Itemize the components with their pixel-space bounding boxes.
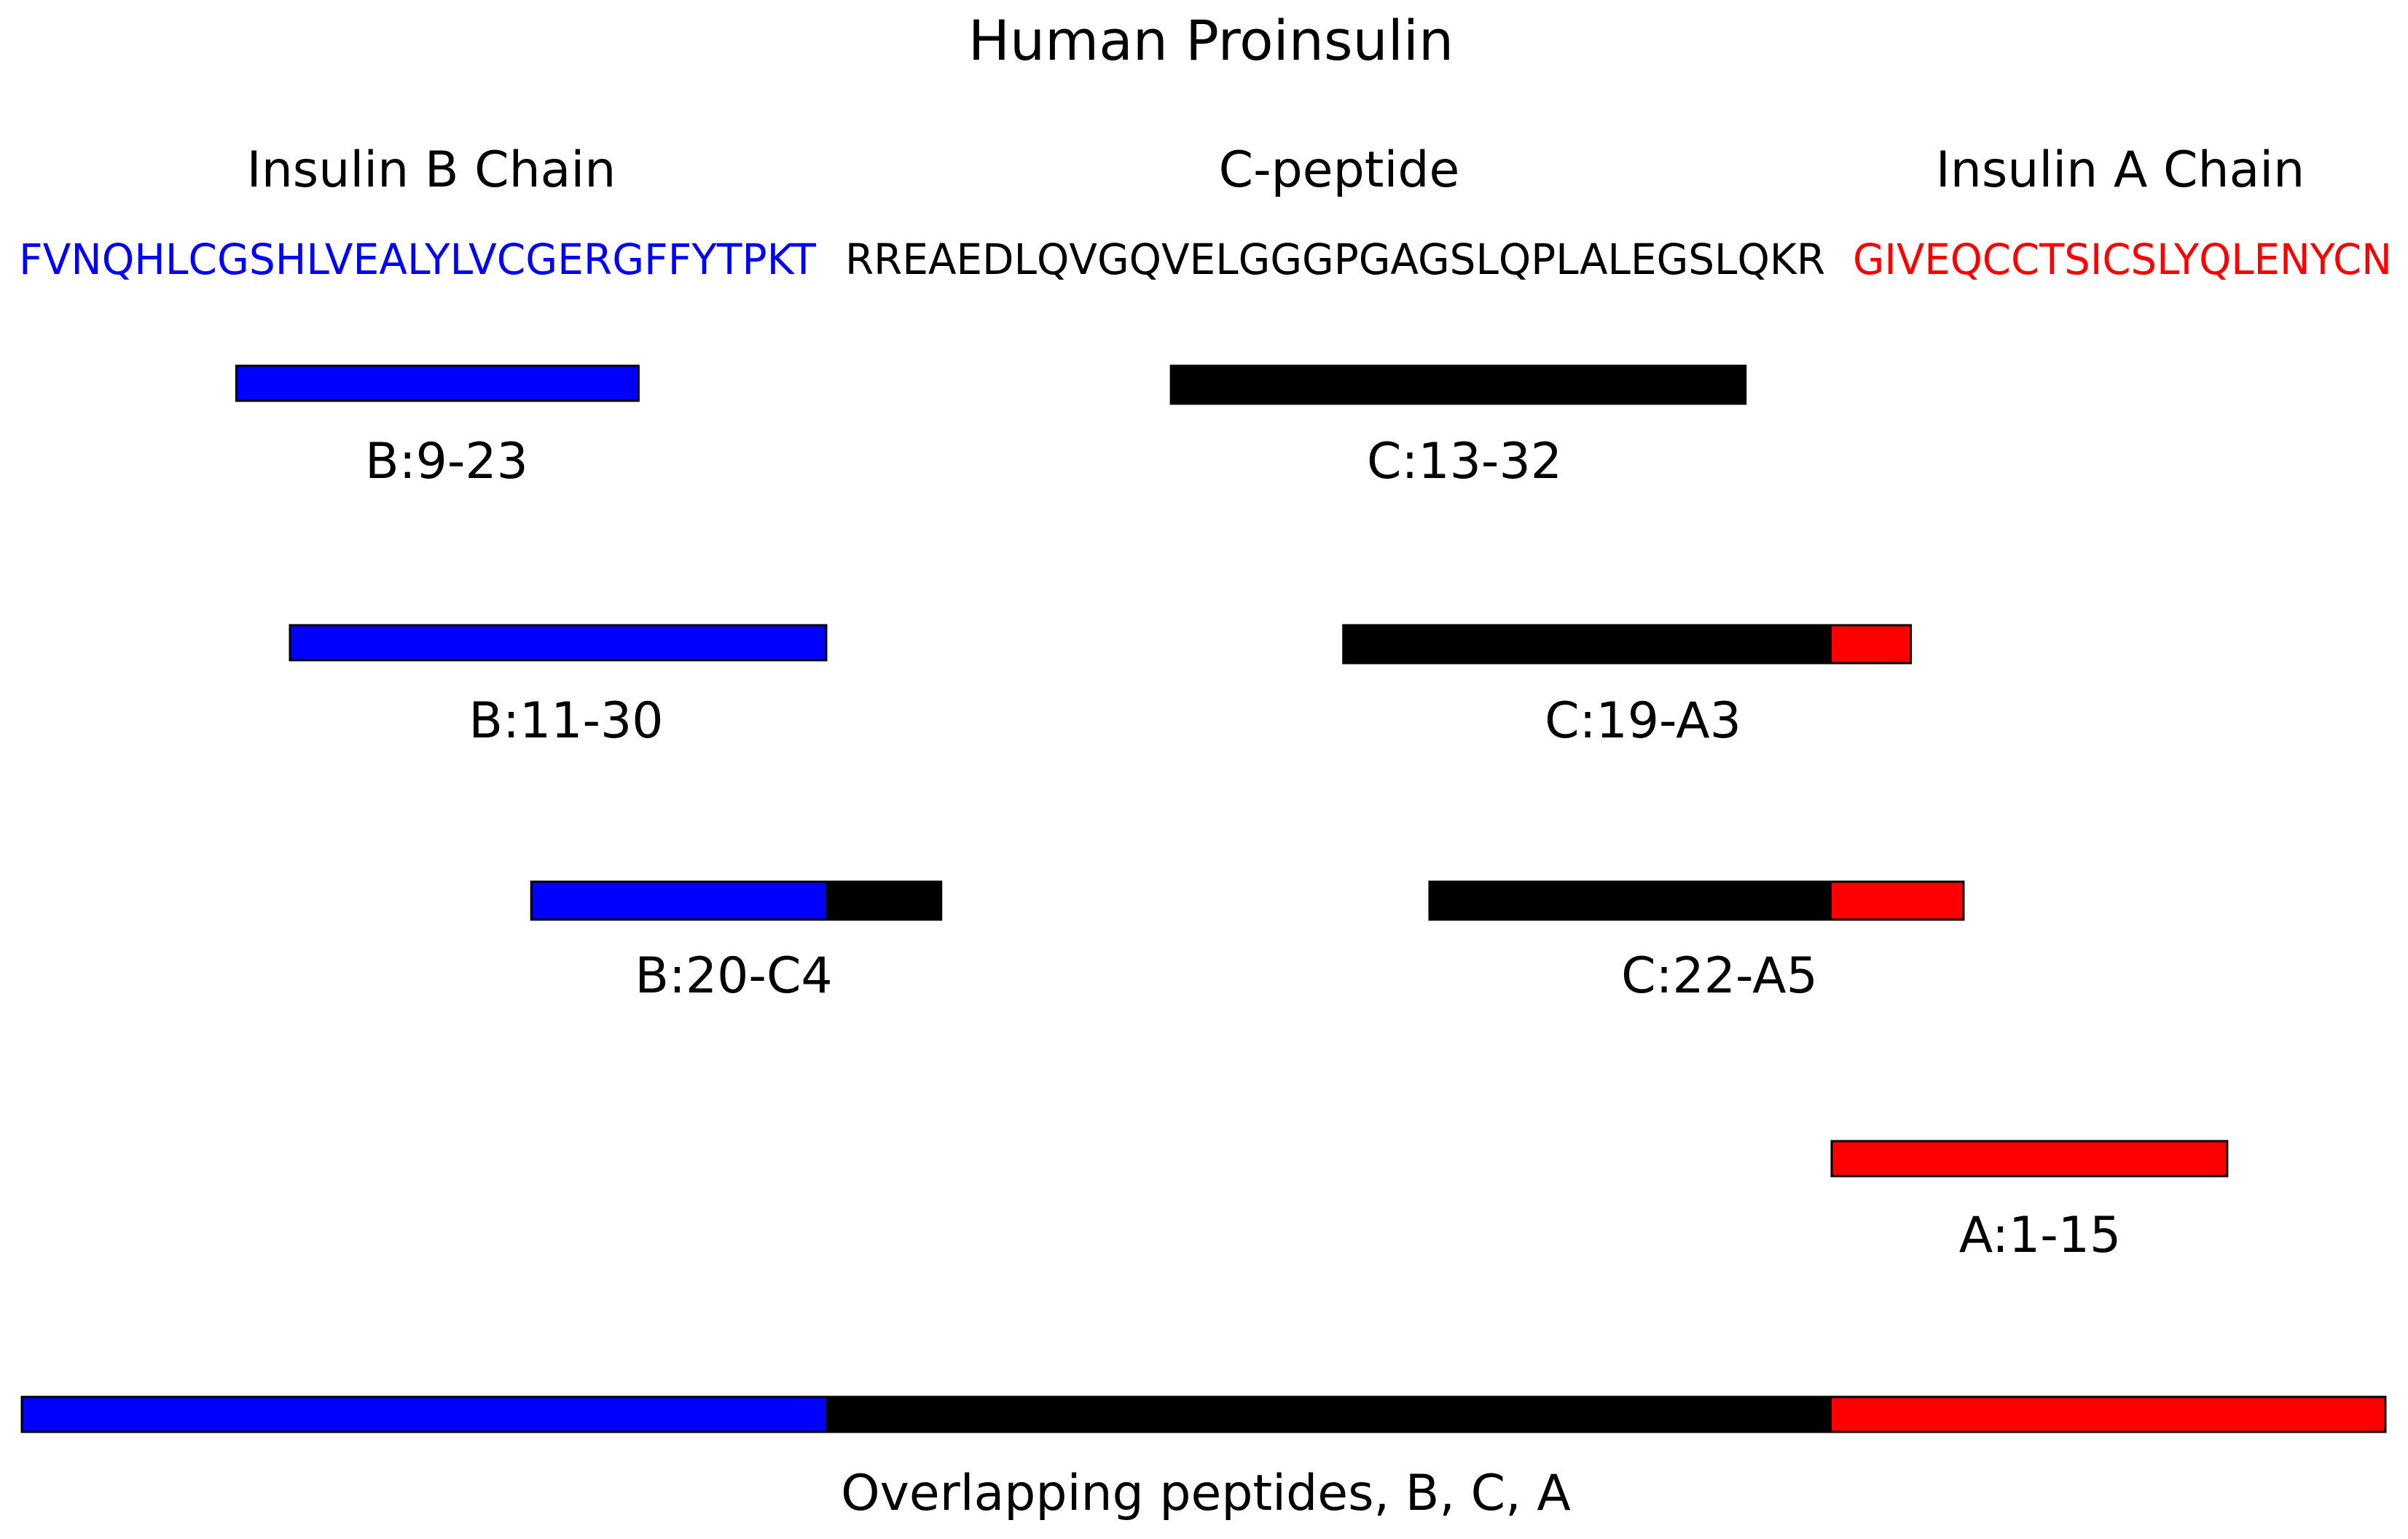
peptide-bar: [289, 624, 828, 662]
segment-a: [1832, 625, 1911, 663]
segment-c: [826, 1397, 1832, 1432]
overview-label: Overlapping peptides, B, C, A: [841, 1465, 1571, 1522]
segment-b: [290, 625, 826, 660]
peptide-bar: [1342, 624, 1913, 665]
peptide-label: B:11-30: [468, 692, 663, 750]
peptide-bar: [530, 880, 943, 921]
bar-outline: [20, 1395, 2387, 1433]
bar-outline: [235, 364, 640, 402]
overview-bar: [20, 1395, 2387, 1433]
bar-outline: [1169, 364, 1747, 405]
segment-c: [1171, 366, 1746, 404]
segment-b: [531, 882, 826, 920]
peptide-bar: [1830, 1140, 2229, 1178]
chain-label-a: Insulin A Chain: [1936, 141, 2305, 199]
peptide-label: B:20-C4: [635, 947, 832, 1005]
sequence-c: RREAEDLQVGQVELGGGPGAGSLQPLALEGSLQKR: [845, 235, 1825, 284]
bar-outline: [289, 624, 828, 662]
sequence-a: GIVEQCCTSICSLYQLENYCN: [1853, 235, 2392, 284]
bar-outline: [1428, 880, 1965, 921]
segment-b: [22, 1397, 826, 1432]
peptide-label: C:22-A5: [1621, 947, 1818, 1005]
segment-c: [1429, 882, 1832, 920]
bar-outline: [1342, 624, 1913, 665]
peptide-label: C:13-32: [1367, 433, 1562, 490]
segment-b: [236, 366, 639, 401]
bar-outline: [530, 880, 943, 921]
peptide-label: B:9-23: [365, 433, 528, 490]
chain-label-b: Insulin B Chain: [247, 141, 616, 199]
peptide-layer: B:9-23 C:13-32 B:11-30 C:19-A3 B:20-C4 C:22-A…: [20, 364, 2387, 1522]
bar-outline: [1830, 1140, 2229, 1178]
peptide-label: C:19-A3: [1545, 692, 1741, 750]
chain-label-c: C-peptide: [1219, 141, 1460, 199]
peptide-label: A:1-15: [1959, 1207, 2122, 1264]
segment-a: [1832, 1141, 2227, 1176]
peptide-bar: [1428, 880, 1965, 921]
segment-c: [826, 882, 941, 920]
diagram-title: Human Proinsulin: [968, 8, 1454, 73]
peptide-bar: [1169, 364, 1747, 405]
peptide-bar: [235, 364, 640, 402]
segment-c: [1343, 625, 1832, 663]
sequence-b: FVNQHLCGSHLVEALYLVCGERGFFYTPKT: [19, 235, 817, 284]
segment-a: [1832, 882, 1964, 920]
segment-a: [1832, 1397, 2385, 1432]
